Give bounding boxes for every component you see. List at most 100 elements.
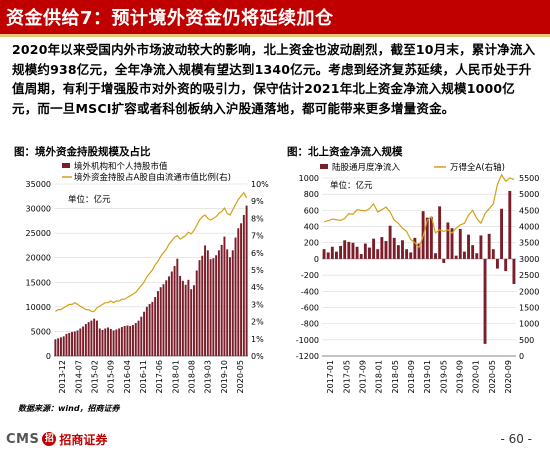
c1-bar bbox=[187, 279, 190, 356]
c1-bar bbox=[145, 306, 148, 356]
c2-right-tick: 5500 bbox=[519, 174, 539, 183]
c1-bar bbox=[140, 316, 143, 356]
c2-bar bbox=[429, 216, 433, 259]
c1-bar bbox=[170, 271, 173, 356]
chart2-bars bbox=[322, 190, 516, 344]
chart1-right-axis-ticks: 0% 1% 2% 3% 4% 5% 6% 7% 8% 9% 10% bbox=[251, 180, 269, 361]
c1-bar bbox=[112, 330, 115, 356]
c1-x-tick: 2014-07 bbox=[74, 360, 83, 393]
c2-bar bbox=[483, 258, 487, 344]
c1-bar bbox=[206, 250, 209, 356]
c2-x-tick: 2020-09 bbox=[504, 360, 513, 393]
c2-left-tick: 0 bbox=[314, 255, 319, 264]
c1-bar bbox=[109, 328, 112, 356]
c1-bar bbox=[220, 244, 223, 356]
c1-x-tick: 2016-11 bbox=[139, 360, 148, 393]
c1-bar bbox=[98, 328, 101, 356]
c1-bar bbox=[226, 249, 229, 356]
c1-bar bbox=[134, 323, 137, 356]
c1-bar bbox=[165, 280, 168, 356]
c2-bar bbox=[512, 258, 516, 284]
c1-bar bbox=[237, 228, 240, 356]
c2-left-tick: 400 bbox=[304, 223, 319, 232]
c2-right-tick: 2000 bbox=[519, 287, 539, 296]
c2-x-tick: 2020-01 bbox=[472, 360, 481, 393]
c1-bar bbox=[148, 303, 151, 356]
chart1-legend-bar-swatch bbox=[62, 163, 70, 168]
c2-bar bbox=[351, 242, 355, 259]
c2-bar bbox=[326, 252, 330, 259]
c1-bar bbox=[120, 327, 123, 356]
chart2-legend: 陆股通月度净流入 万得全A(右轴) bbox=[320, 162, 505, 173]
c2-bar bbox=[376, 249, 380, 259]
c1-bar bbox=[209, 259, 212, 356]
chart1-title: 图：境外资金持股规模及占比 bbox=[14, 146, 151, 158]
chart1-unit-label: 单位：亿元 bbox=[68, 194, 111, 205]
c2-left-tick: -200 bbox=[301, 271, 319, 280]
c1-x-tick: 2020-05 bbox=[236, 360, 245, 393]
c1-right-tick: 3% bbox=[251, 300, 264, 309]
c1-bar bbox=[71, 331, 73, 356]
c1-bar bbox=[217, 250, 220, 356]
c1-left-tick: 10000 bbox=[26, 303, 51, 312]
c1-bar bbox=[229, 257, 231, 356]
c1-right-tick: 7% bbox=[251, 232, 264, 241]
c1-bar bbox=[245, 205, 248, 356]
c1-left-tick: 0 bbox=[46, 352, 51, 361]
chart2-line bbox=[323, 173, 515, 249]
source-note: 数据来源：wind，招商证券 bbox=[18, 404, 120, 413]
c2-bar bbox=[355, 246, 359, 259]
company-logo: CMS 招 招商证券 bbox=[6, 430, 107, 448]
c1-bar bbox=[192, 285, 195, 356]
c1-bar bbox=[195, 270, 198, 356]
c1-x-tick: 2013-12 bbox=[58, 360, 67, 393]
c2-bar bbox=[401, 240, 404, 259]
c2-bar bbox=[330, 246, 334, 259]
c1-bar bbox=[68, 332, 71, 356]
c2-bar bbox=[458, 228, 462, 259]
c2-bar bbox=[359, 254, 363, 259]
c1-left-tick: 35000 bbox=[26, 180, 51, 189]
c1-bar bbox=[159, 287, 162, 356]
c2-left-tick: 800 bbox=[304, 190, 319, 199]
c2-bar bbox=[491, 249, 495, 259]
c1-right-tick: 2% bbox=[251, 318, 264, 327]
c2-bar bbox=[425, 217, 429, 259]
c2-bar bbox=[471, 245, 475, 259]
c2-bar bbox=[392, 237, 396, 259]
c2-bar bbox=[438, 206, 442, 259]
chart2-x-axis-ticks: 2017-01 2017-05 2017-09 2018-01 2018-05 2018-… bbox=[326, 360, 513, 393]
c1-bar bbox=[95, 320, 98, 356]
chart2-svg: -1200 -1000 -800 -600 -400 -200 0 200 400 600 800 1… bbox=[296, 162, 540, 393]
c2-bar bbox=[335, 251, 338, 259]
c1-bar bbox=[176, 258, 179, 356]
c2-x-tick: 2017-05 bbox=[342, 360, 351, 393]
c1-bar bbox=[65, 333, 68, 356]
c1-bar bbox=[59, 337, 62, 356]
chart1-legend-bar-label: 境外机构和个人持股市值 bbox=[74, 161, 168, 172]
c1-bar bbox=[162, 284, 165, 356]
c2-x-tick: 2019-05 bbox=[439, 360, 448, 393]
chart1-x-axis-ticks: 2013-12 2014-07 2015-02 2015-09 2016-04 2016-… bbox=[58, 360, 245, 393]
c1-bar bbox=[184, 284, 187, 356]
c1-right-tick: 8% bbox=[251, 214, 264, 223]
chart2-unit-label: 单位：亿元 bbox=[330, 180, 373, 191]
chart2-right-axis-ticks: 0 500 1000 1500 2000 2500 3000 3500 4000 4500 5000… bbox=[519, 174, 539, 361]
c2-bar bbox=[322, 249, 326, 259]
c1-bar bbox=[242, 214, 245, 356]
c1-right-tick: 5% bbox=[251, 266, 264, 275]
c1-bar bbox=[93, 318, 96, 356]
c2-bar bbox=[454, 255, 458, 259]
logo-cms-text: CMS bbox=[6, 431, 40, 447]
c1-bar bbox=[181, 280, 184, 356]
c2-bar bbox=[372, 238, 376, 259]
c2-bar bbox=[384, 241, 388, 259]
c1-bar bbox=[173, 266, 176, 356]
c2-x-tick: 2018-01 bbox=[375, 360, 384, 393]
title-underline bbox=[0, 34, 550, 37]
chart1-left-axis-ticks: 0 5000 10000 15000 20000 25000 30000 35000 bbox=[26, 180, 51, 361]
c2-left-tick: -1200 bbox=[296, 352, 319, 361]
c2-left-tick: -400 bbox=[301, 287, 319, 296]
c2-right-tick: 500 bbox=[519, 336, 534, 345]
c2-bar bbox=[446, 222, 450, 259]
